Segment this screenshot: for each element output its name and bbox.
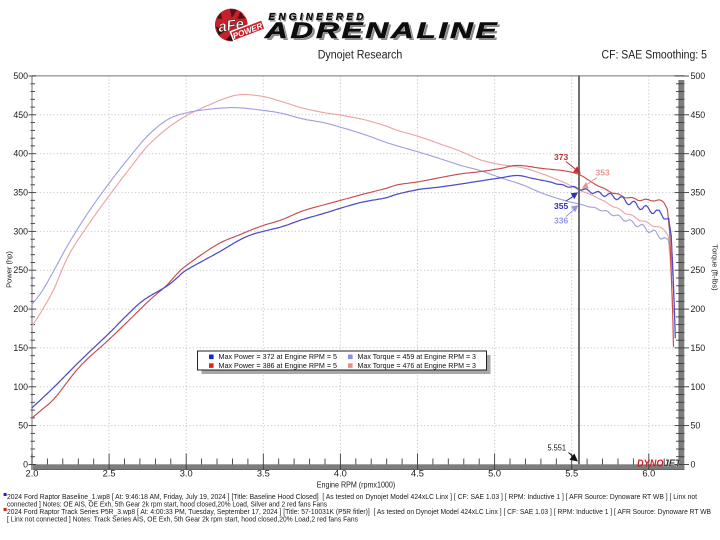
svg-text:2024 Ford Raptor Track Series: 2024 Ford Raptor Track Series P5R_3.wp8 … <box>7 509 711 516</box>
svg-text:350: 350 <box>13 188 28 198</box>
svg-text:5.5: 5.5 <box>565 469 578 479</box>
svg-text:50: 50 <box>18 421 28 431</box>
svg-text:Engine RPM (rpmx1000): Engine RPM (rpmx1000) <box>317 481 396 490</box>
svg-text:200: 200 <box>13 304 28 314</box>
svg-text:2024 Ford Raptor Baseline_1.wp: 2024 Ford Raptor Baseline_1.wp8 [ At: 9:… <box>7 494 697 501</box>
svg-text:5.551: 5.551 <box>548 443 567 452</box>
svg-text:500: 500 <box>691 71 706 81</box>
svg-text:0: 0 <box>23 460 28 470</box>
svg-text:ADRENALINE: ADRENALINE <box>266 19 502 44</box>
svg-text:250: 250 <box>13 265 28 275</box>
svg-text:ADRENALINE: ADRENALINE <box>264 17 500 42</box>
svg-text:50: 50 <box>691 421 701 431</box>
svg-text:200: 200 <box>691 304 706 314</box>
svg-text:Max Torque = 476 at Engine RPM: Max Torque = 476 at Engine RPM = 3 <box>358 361 477 370</box>
svg-text:450: 450 <box>691 110 706 120</box>
svg-text:[ Linx not connected ] Notes:: [ Linx not connected ] Notes: Track Seri… <box>7 517 358 524</box>
svg-text:Max Torque = 459 at Engine RPM: Max Torque = 459 at Engine RPM = 3 <box>358 352 477 361</box>
svg-text:500: 500 <box>13 71 28 81</box>
svg-text:connected ] Notes: OE AIS, OE: connected ] Notes: OE AIS, OE Exh, 5th G… <box>7 502 327 509</box>
svg-text:4.0: 4.0 <box>334 469 347 479</box>
svg-text:4.5: 4.5 <box>411 469 424 479</box>
svg-text:400: 400 <box>13 149 28 159</box>
svg-text:450: 450 <box>13 110 28 120</box>
svg-text:336: 336 <box>554 216 568 226</box>
svg-text:Max Power = 386 at Engine RPM: Max Power = 386 at Engine RPM = 5 <box>219 361 338 370</box>
svg-text:100: 100 <box>691 382 706 392</box>
svg-text:®: ® <box>243 12 247 18</box>
svg-text:400: 400 <box>691 149 706 159</box>
svg-text:2.5: 2.5 <box>103 469 116 479</box>
svg-text:Power (hp): Power (hp) <box>5 251 14 288</box>
svg-text:Max Power = 372 at Engine RPM: Max Power = 372 at Engine RPM = 5 <box>219 352 338 361</box>
svg-text:300: 300 <box>13 226 28 236</box>
svg-text:5.0: 5.0 <box>488 469 501 479</box>
svg-text:3.5: 3.5 <box>257 469 270 479</box>
svg-text:100: 100 <box>13 382 28 392</box>
svg-text:ENGINEERED: ENGINEERED <box>270 13 368 24</box>
svg-text:6.0: 6.0 <box>642 469 655 479</box>
svg-text:0: 0 <box>691 460 696 470</box>
svg-text:353: 353 <box>596 168 610 178</box>
svg-text:ENGINEERED: ENGINEERED <box>269 12 367 23</box>
svg-text:150: 150 <box>691 343 706 353</box>
svg-text:250: 250 <box>691 265 706 275</box>
svg-text:JET: JET <box>664 457 683 469</box>
svg-text:3.0: 3.0 <box>180 469 193 479</box>
svg-text:ENGINEERED: ENGINEERED <box>269 12 367 23</box>
svg-text:300: 300 <box>691 226 706 236</box>
svg-text:355: 355 <box>554 201 568 211</box>
svg-text:350: 350 <box>691 188 706 198</box>
svg-text:150: 150 <box>13 343 28 353</box>
svg-text:ADRENALINE: ADRENALINE <box>264 17 500 42</box>
svg-text:373: 373 <box>554 152 568 162</box>
svg-text:CF: SAE Smoothing: 5: CF: SAE Smoothing: 5 <box>602 50 708 62</box>
svg-text:DYNO: DYNO <box>637 457 664 469</box>
svg-text:Torque (ft-lbs): Torque (ft-lbs) <box>711 244 720 291</box>
svg-text:Dynojet Research: Dynojet Research <box>318 50 403 62</box>
svg-text:2.0: 2.0 <box>26 469 39 479</box>
